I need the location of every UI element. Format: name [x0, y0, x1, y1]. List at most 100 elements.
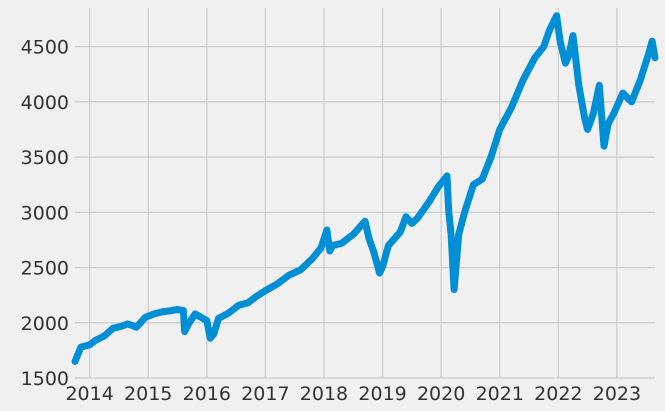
- data-point: [576, 83, 581, 88]
- data-point: [263, 288, 268, 293]
- data-point: [404, 214, 409, 219]
- data-point: [327, 248, 332, 253]
- data-point: [647, 50, 652, 55]
- data-point: [363, 219, 367, 224]
- data-point: [597, 83, 602, 88]
- data-point: [497, 127, 502, 132]
- data-point: [602, 144, 607, 149]
- data-point: [208, 336, 213, 341]
- data-point: [606, 121, 611, 126]
- data-point: [134, 325, 139, 330]
- data-point: [558, 39, 563, 44]
- data-point: [225, 311, 230, 316]
- y-tick-label: 4500: [21, 37, 69, 59]
- x-tick-label: 2019: [358, 383, 406, 405]
- data-point: [398, 230, 403, 235]
- data-point: [298, 267, 303, 272]
- y-tick-label: 2000: [21, 313, 69, 335]
- data-point: [324, 228, 329, 232]
- x-tick-label: 2023: [593, 383, 641, 405]
- data-point: [152, 311, 157, 316]
- data-point: [566, 53, 571, 58]
- data-point: [204, 318, 209, 323]
- data-point: [87, 342, 92, 347]
- data-point: [427, 199, 432, 204]
- data-point: [93, 338, 98, 343]
- data-point: [351, 232, 356, 237]
- data-point: [330, 243, 335, 248]
- data-point: [231, 307, 236, 312]
- data-point: [254, 294, 259, 299]
- data-point: [480, 177, 485, 182]
- data-point: [125, 321, 130, 326]
- data-point: [339, 241, 344, 246]
- data-point: [181, 308, 186, 313]
- data-point: [198, 315, 203, 320]
- data-point: [611, 110, 616, 115]
- data-point: [367, 236, 372, 241]
- data-point: [446, 210, 451, 215]
- x-tick-label: 2014: [65, 383, 113, 405]
- x-tick-label: 2018: [300, 383, 348, 405]
- data-point: [111, 326, 116, 331]
- y-tick-label: 3500: [21, 147, 69, 169]
- data-point: [377, 271, 382, 276]
- data-point: [582, 116, 587, 121]
- data-point: [547, 28, 552, 33]
- data-point: [541, 44, 546, 49]
- data-point: [409, 221, 414, 226]
- data-point: [452, 287, 457, 292]
- data-point: [187, 320, 192, 325]
- data-point: [286, 273, 291, 278]
- series-line: [71, 12, 659, 365]
- data-point: [653, 55, 657, 60]
- y-tick-label: 2500: [21, 258, 69, 280]
- x-tick-label: 2016: [183, 383, 231, 405]
- data-point: [570, 33, 575, 38]
- data-point: [629, 99, 634, 104]
- data-point: [449, 232, 454, 237]
- data-point: [319, 245, 324, 250]
- x-tick-label: 2015: [124, 383, 172, 405]
- data-point: [216, 316, 221, 321]
- data-point: [182, 329, 187, 334]
- data-point: [471, 182, 476, 187]
- data-point: [175, 307, 180, 312]
- data-point: [73, 359, 77, 364]
- data-point: [143, 315, 148, 320]
- data-point: [160, 309, 165, 314]
- data-point: [509, 105, 514, 110]
- data-point: [532, 55, 537, 60]
- data-point: [78, 345, 83, 350]
- data-point: [620, 91, 625, 96]
- data-point: [554, 13, 559, 18]
- data-point: [310, 256, 315, 261]
- data-point: [211, 331, 216, 336]
- data-point: [237, 303, 242, 308]
- grid: [75, 8, 655, 379]
- x-tick-label: 2020: [417, 383, 465, 405]
- x-tick-label: 2017: [241, 383, 289, 405]
- y-tick-label: 1500: [21, 368, 69, 390]
- data-point: [275, 282, 280, 287]
- data-point: [169, 308, 174, 313]
- data-point: [488, 155, 493, 160]
- data-point: [193, 311, 198, 316]
- data-point: [245, 300, 250, 305]
- data-point: [445, 173, 450, 178]
- x-tick-label: 2022: [534, 383, 582, 405]
- data-point: [638, 77, 643, 82]
- y-tick-labels: 1500 2000 2500 3000 3500 4000 4500: [21, 37, 69, 390]
- data-point: [119, 324, 124, 329]
- y-tick-label: 4000: [21, 92, 69, 114]
- x-tick-label: 2021: [476, 383, 524, 405]
- data-point: [436, 184, 441, 189]
- data-point: [415, 215, 420, 220]
- data-point: [386, 243, 391, 248]
- data-point: [102, 334, 107, 339]
- data-point: [650, 39, 655, 44]
- y-tick-label: 3000: [21, 202, 69, 224]
- data-point: [521, 77, 526, 82]
- data-point: [371, 250, 376, 255]
